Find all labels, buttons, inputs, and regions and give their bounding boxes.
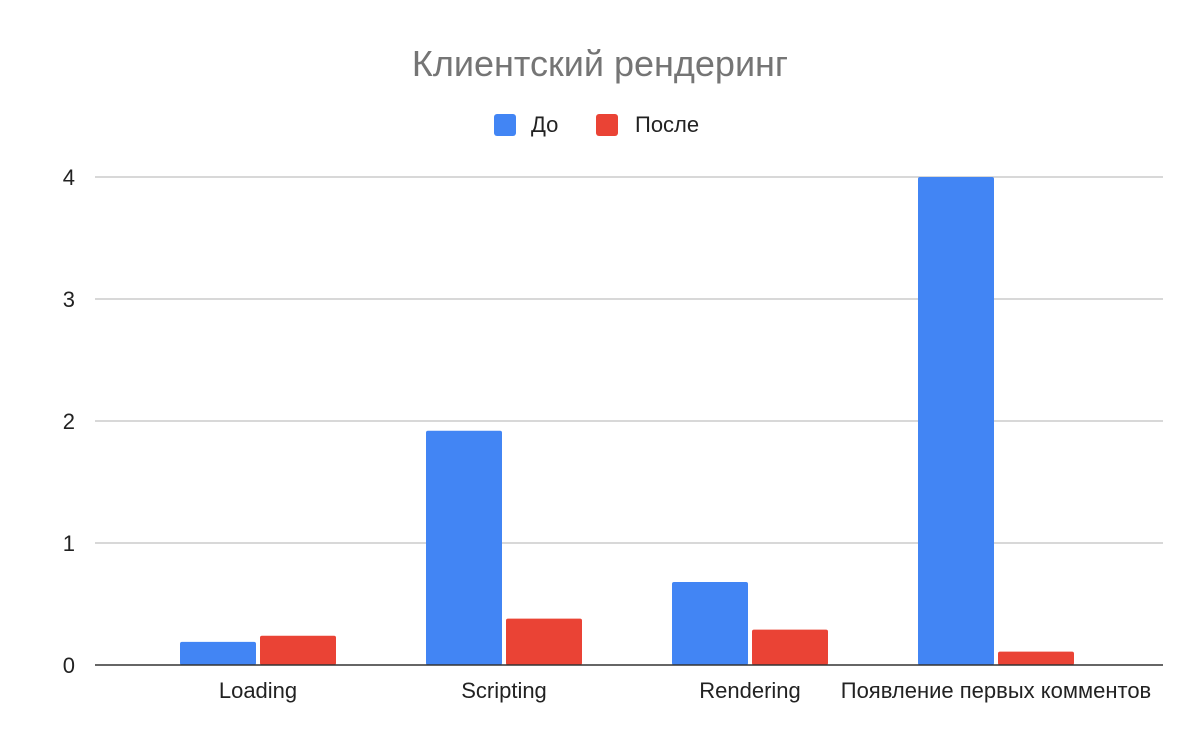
x-tick-label: Появление первых комментов [841, 678, 1152, 703]
y-tick-label: 4 [63, 165, 75, 190]
bar-before-0 [180, 641, 256, 665]
bar-after-2 [752, 629, 828, 665]
bar-before-1 [426, 430, 502, 665]
y-tick-label: 0 [63, 653, 75, 678]
bar-before-3 [918, 177, 994, 665]
bar-after-0 [260, 635, 336, 665]
y-axis-tick-labels: 0 1 2 3 4 [63, 165, 75, 678]
x-tick-label: Scripting [461, 678, 547, 703]
bar-after-1 [506, 618, 582, 665]
bars [180, 177, 1074, 665]
legend-swatch-before [494, 114, 516, 136]
legend: До После [494, 112, 699, 137]
bar-after-3 [998, 651, 1074, 665]
y-tick-label: 2 [63, 409, 75, 434]
x-axis-tick-labels: Loading Scripting Rendering Появление первы… [219, 678, 1151, 703]
gridlines [95, 176, 1163, 544]
chart-title: Клиентский рендеринг [412, 43, 788, 84]
y-tick-label: 1 [63, 531, 75, 556]
legend-label-after: После [635, 112, 699, 137]
legend-label-before: До [531, 112, 558, 137]
legend-swatch-after [596, 114, 618, 136]
y-tick-label: 3 [63, 287, 75, 312]
x-tick-label: Rendering [699, 678, 801, 703]
bar-before-2 [672, 582, 748, 665]
x-tick-label: Loading [219, 678, 297, 703]
